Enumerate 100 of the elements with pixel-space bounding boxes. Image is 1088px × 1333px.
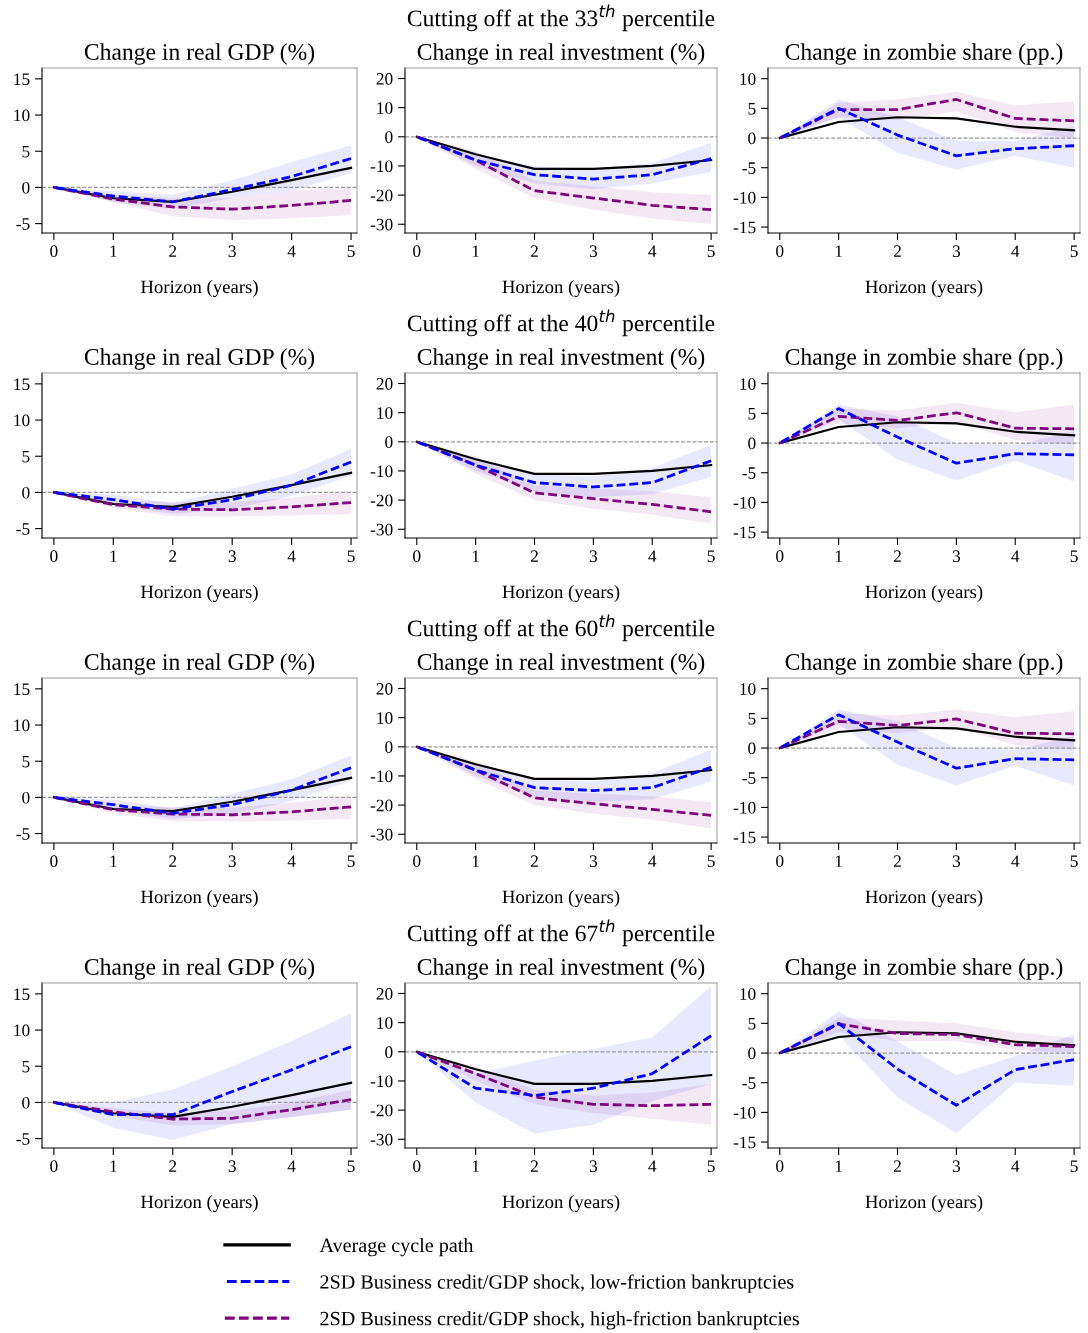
y-tick-label: 20 (376, 682, 393, 695)
x-tick-label: 4 (287, 855, 296, 867)
y-tick-label: 0 (22, 1096, 30, 1109)
x-tick-label: 1 (110, 1160, 117, 1172)
y-tick-label: -20 (370, 494, 393, 507)
line-series (415, 135, 713, 212)
x-axis-title: Horizon (years) (502, 1194, 620, 1213)
y-tick-label: -5 (16, 523, 30, 535)
y-tick-label: 0 (385, 131, 393, 143)
line-series (415, 745, 713, 817)
line-series (415, 135, 713, 181)
y-tick-label: 10 (14, 109, 30, 122)
line-series (52, 471, 353, 508)
chart-title: Change in real investment (%) (417, 348, 705, 370)
x-tick-label: 4 (287, 1160, 296, 1172)
y-tick-label: 10 (14, 414, 30, 427)
x-tick-label: 1 (110, 245, 117, 257)
line-series (778, 713, 1076, 770)
x-tick-label: 4 (648, 1160, 657, 1172)
y-tick-label: 20 (376, 377, 393, 390)
x-axis-title: Horizon (years) (865, 584, 983, 603)
x-tick-label: 4 (1011, 1160, 1020, 1172)
y-tick-label: 0 (748, 1047, 756, 1060)
chart-title: Change in real investment (%) (417, 653, 705, 675)
x-tick-label: 5 (1070, 550, 1078, 563)
x-tick-label: 4 (287, 245, 296, 257)
line-series (52, 491, 353, 512)
y-tick-label: 5 (22, 145, 30, 158)
x-tick-label: 3 (952, 855, 961, 868)
x-tick-label: 0 (776, 245, 784, 258)
y-tick-label: -15 (733, 831, 756, 844)
x-axis-title: Horizon (years) (502, 584, 620, 603)
text: Cutting off at the 60$^{th}$ percentile (407, 614, 715, 642)
y-tick-label: 5 (748, 713, 756, 725)
y-tick-label: 0 (748, 437, 756, 450)
line-series (415, 1034, 713, 1097)
line-series (415, 1050, 713, 1085)
y-tick-label: 15 (14, 988, 30, 1001)
x-tick-label: 4 (1011, 855, 1020, 867)
y-tick-label: 15 (14, 73, 30, 86)
y-tick-label: 10 (377, 102, 393, 114)
line-series (778, 1031, 1076, 1055)
x-tick-label: 0 (50, 550, 58, 563)
y-tick-label: -5 (742, 1077, 756, 1089)
x-tick-label: 2 (530, 855, 538, 867)
x-axis-title: Horizon (years) (502, 889, 620, 908)
y-tick-label: -5 (742, 467, 756, 479)
x-axis-title: Horizon (years) (865, 889, 983, 908)
x-axis-title: Horizon (years) (865, 1194, 983, 1213)
x-tick-label: 2 (893, 855, 901, 867)
chart-title: Change in real GDP (%) (84, 653, 315, 675)
y-tick-label: 0 (22, 791, 30, 804)
line-series (415, 745, 713, 780)
y-tick-label: 0 (22, 181, 30, 194)
y-tick-label: -30 (370, 828, 393, 841)
y-tick-label: 0 (748, 132, 756, 145)
chart-title: Change in real GDP (%) (84, 348, 315, 370)
line-series (52, 186, 353, 211)
x-tick-label: 0 (413, 855, 421, 868)
x-tick-label: 3 (589, 245, 598, 258)
line-series (52, 1098, 353, 1121)
legend-label: 2SD Business credit/GDP shock, low-friction bankruptcies (320, 1274, 794, 1293)
line-series (52, 1081, 353, 1118)
x-tick-label: 5 (1070, 1160, 1078, 1173)
y-tick-label: -10 (733, 1106, 756, 1119)
text: Cutting off at the 33$^{th}$ percentile (407, 4, 715, 32)
x-tick-label: 2 (530, 245, 538, 257)
y-tick-label: -20 (370, 189, 393, 202)
x-tick-label: 0 (413, 1160, 421, 1173)
x-tick-label: 1 (835, 245, 842, 257)
line-series (778, 726, 1076, 750)
y-tick-label: 5 (22, 1060, 30, 1073)
y-tick-label: 5 (748, 1018, 756, 1030)
x-tick-label: 2 (169, 550, 177, 562)
y-tick-label: -15 (733, 221, 756, 234)
y-tick-label: 0 (385, 741, 393, 753)
x-tick-label: 3 (228, 550, 236, 563)
x-tick-label: 4 (648, 550, 657, 562)
y-tick-label: 10 (14, 719, 30, 732)
x-tick-label: 1 (472, 1160, 479, 1172)
x-axis-title: Horizon (years) (140, 584, 258, 603)
x-tick-label: 2 (893, 1160, 901, 1172)
x-tick-label: 5 (347, 1160, 355, 1173)
x-tick-label: 5 (707, 1160, 715, 1173)
line-series (415, 1050, 713, 1108)
y-tick-label: 5 (22, 450, 30, 463)
x-tick-label: 2 (169, 1160, 177, 1172)
y-tick-label: -5 (16, 1133, 30, 1145)
line-series (778, 98, 1076, 140)
x-tick-label: 0 (413, 550, 421, 563)
y-tick-label: -20 (370, 799, 393, 812)
y-tick-label: 0 (385, 436, 393, 448)
x-tick-label: 1 (110, 855, 117, 867)
y-tick-label: -10 (733, 191, 756, 204)
x-tick-label: 3 (952, 550, 961, 563)
x-tick-label: 0 (413, 245, 421, 258)
y-tick-label: 5 (22, 755, 30, 768)
y-tick-label: 20 (376, 72, 393, 85)
legend-label: Average cycle path (319, 1237, 474, 1257)
x-tick-label: 5 (707, 550, 715, 563)
